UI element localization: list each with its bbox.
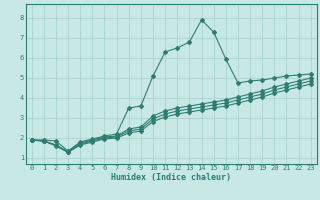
X-axis label: Humidex (Indice chaleur): Humidex (Indice chaleur) <box>111 173 231 182</box>
